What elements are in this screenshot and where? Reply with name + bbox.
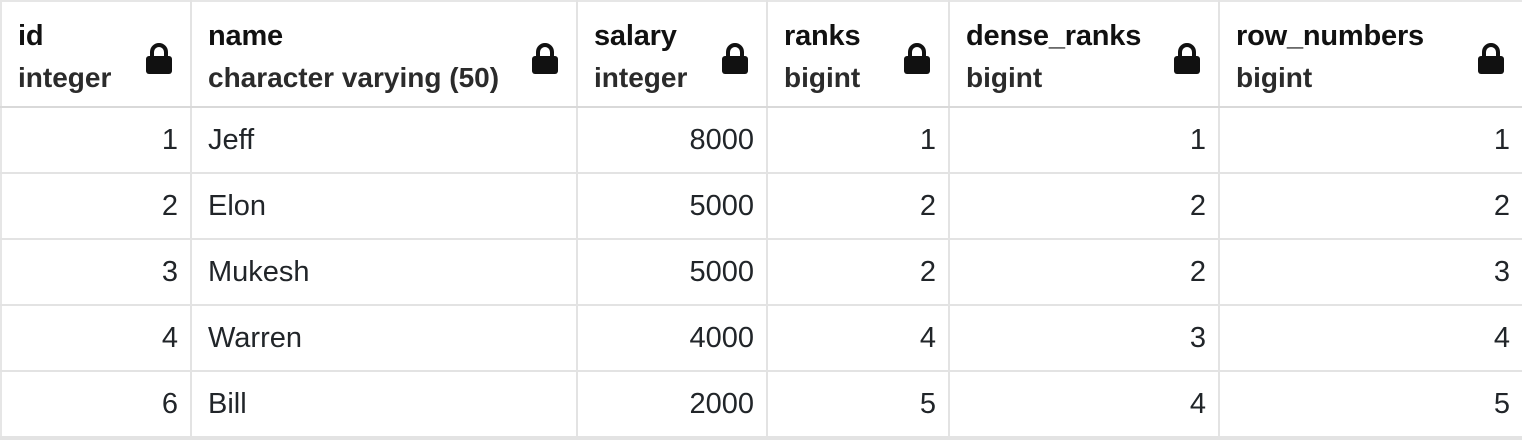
cell-name[interactable]: Bill (191, 371, 578, 440)
cell-name[interactable]: Mukesh (191, 239, 578, 306)
cell-name[interactable]: Elon (191, 173, 578, 240)
table-row[interactable]: 1 Jeff 8000 1 1 1 (0, 107, 1522, 174)
column-header-dense-ranks[interactable]: dense_ranks bigint (949, 0, 1220, 108)
cell-id[interactable]: 3 (0, 239, 192, 306)
cell-id[interactable]: 1 (0, 107, 192, 174)
cell-salary[interactable]: 5000 (577, 239, 768, 306)
column-name: ranks (784, 20, 861, 52)
cell-ranks[interactable]: 2 (767, 173, 950, 240)
table-row[interactable]: 3 Mukesh 5000 2 2 3 (0, 239, 1522, 306)
cell-row-numbers[interactable]: 5 (1219, 371, 1522, 440)
cell-dense-ranks[interactable]: 1 (949, 107, 1220, 174)
cell-name[interactable]: Warren (191, 305, 578, 372)
table-row[interactable]: 4 Warren 4000 4 3 4 (0, 305, 1522, 372)
header-row: id integer name character varying (50) s… (0, 0, 1522, 108)
cell-salary[interactable]: 8000 (577, 107, 768, 174)
column-header-id[interactable]: id integer (0, 0, 192, 108)
column-name: dense_ranks (966, 20, 1142, 52)
cell-id[interactable]: 2 (0, 173, 192, 240)
cell-ranks[interactable]: 2 (767, 239, 950, 306)
column-name: id (18, 20, 44, 52)
lock-icon (1174, 43, 1200, 74)
column-header-name[interactable]: name character varying (50) (191, 0, 578, 108)
column-type: bigint (784, 62, 861, 93)
cell-dense-ranks[interactable]: 2 (949, 173, 1220, 240)
column-type: integer (18, 62, 112, 93)
table-row[interactable]: 6 Bill 2000 5 4 5 (0, 371, 1522, 440)
column-type: integer (594, 62, 688, 93)
column-type: character varying (50) (208, 62, 500, 93)
cell-dense-ranks[interactable]: 2 (949, 239, 1220, 306)
lock-icon (532, 43, 558, 74)
cell-salary[interactable]: 2000 (577, 371, 768, 440)
column-name: row_numbers (1236, 20, 1424, 52)
column-type: bigint (1236, 62, 1313, 93)
cell-ranks[interactable]: 5 (767, 371, 950, 440)
lock-icon (1478, 43, 1504, 74)
cell-row-numbers[interactable]: 2 (1219, 173, 1522, 240)
cell-ranks[interactable]: 4 (767, 305, 950, 372)
column-header-ranks[interactable]: ranks bigint (767, 0, 950, 108)
cell-name[interactable]: Jeff (191, 107, 578, 174)
cell-dense-ranks[interactable]: 4 (949, 371, 1220, 440)
cell-row-numbers[interactable]: 1 (1219, 107, 1522, 174)
cell-row-numbers[interactable]: 4 (1219, 305, 1522, 372)
cell-id[interactable]: 6 (0, 371, 192, 440)
lock-icon (146, 43, 172, 74)
column-header-salary[interactable]: salary integer (577, 0, 768, 108)
cell-ranks[interactable]: 1 (767, 107, 950, 174)
column-name: salary (594, 20, 677, 52)
table-row[interactable]: 2 Elon 5000 2 2 2 (0, 173, 1522, 240)
column-name: name (208, 20, 283, 52)
column-type: bigint (966, 62, 1043, 93)
lock-icon (722, 43, 748, 74)
cell-dense-ranks[interactable]: 3 (949, 305, 1220, 372)
cell-salary[interactable]: 5000 (577, 173, 768, 240)
column-header-row-numbers[interactable]: row_numbers bigint (1219, 0, 1522, 108)
cell-salary[interactable]: 4000 (577, 305, 768, 372)
cell-row-numbers[interactable]: 3 (1219, 239, 1522, 306)
lock-icon (904, 43, 930, 74)
cell-id[interactable]: 4 (0, 305, 192, 372)
